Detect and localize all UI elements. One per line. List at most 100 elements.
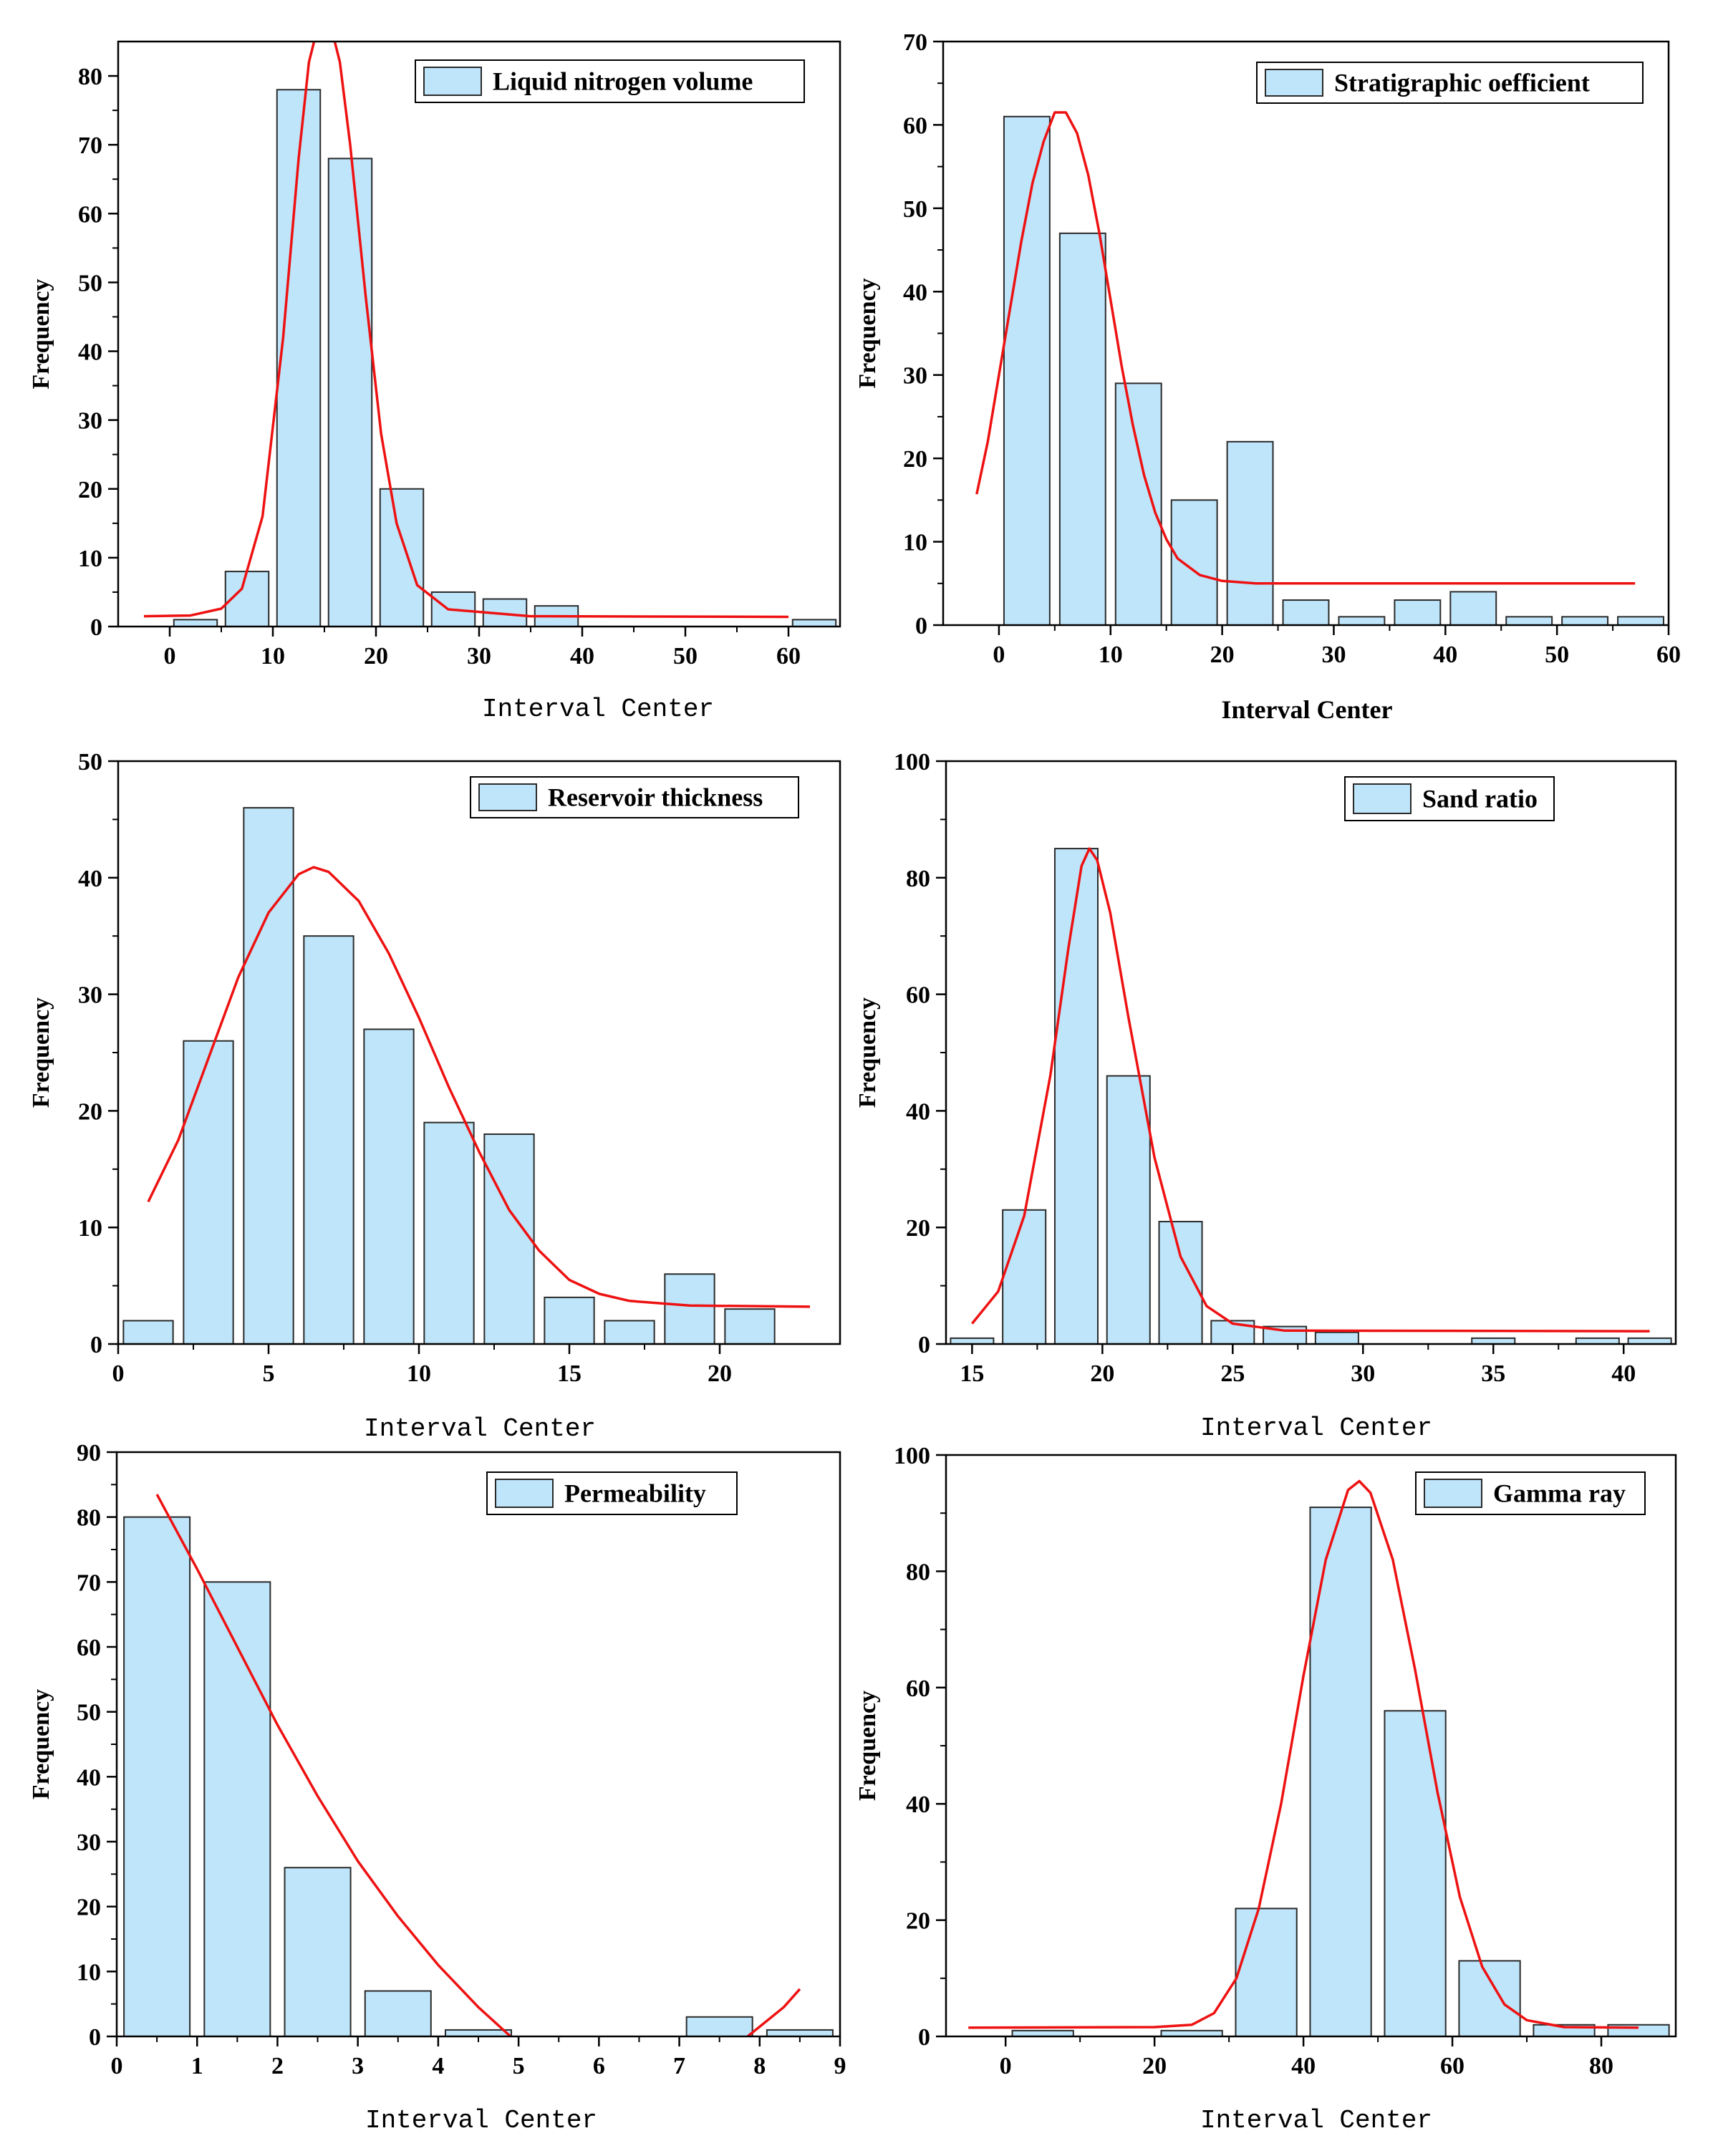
bar-4 bbox=[363, 1028, 415, 1344]
bar-3 bbox=[1170, 499, 1218, 625]
y-tick-label: 20 bbox=[78, 477, 102, 503]
bar-3 bbox=[303, 935, 354, 1344]
y-tick-label: 60 bbox=[77, 1635, 101, 1661]
bar-8 bbox=[1449, 591, 1497, 625]
y-axis-label: Frequency bbox=[854, 997, 881, 1108]
bar-3 bbox=[327, 158, 373, 627]
y-tick-label: 70 bbox=[78, 132, 102, 159]
axes-frame bbox=[942, 40, 1670, 627]
y-tick-label: 40 bbox=[906, 1792, 930, 1818]
y-tick-label: 80 bbox=[78, 64, 102, 90]
bar-4 bbox=[1226, 440, 1274, 625]
x-tick-label: 60 bbox=[1440, 2053, 1465, 2079]
x-axis-label: Interval Center bbox=[482, 695, 714, 724]
y-tick-label: 0 bbox=[90, 614, 102, 641]
x-axis-label: Interval Center bbox=[1222, 695, 1393, 724]
panel-liquid-nitrogen-volume: 0 10 20 30 40 50 60 70 80 0 10 20 30 40 50 60 Interval C… bbox=[28, 40, 841, 724]
bar-6 bbox=[483, 1133, 535, 1344]
y-axis-label: Frequency bbox=[854, 1691, 881, 1801]
y-tick-label: 0 bbox=[915, 613, 927, 639]
y-tick-label: 60 bbox=[906, 982, 930, 1009]
y-tick-label: 100 bbox=[894, 749, 930, 775]
legend-swatch bbox=[1424, 1479, 1482, 1508]
x-tick-label: 20 bbox=[1210, 642, 1235, 668]
x-tick-label: 60 bbox=[1656, 642, 1681, 668]
x-tick-label: 5 bbox=[513, 2053, 525, 2079]
y-tick-label: 90 bbox=[77, 1440, 101, 1466]
y-tick-label: 20 bbox=[903, 446, 927, 473]
bar-2 bbox=[1053, 848, 1099, 1344]
x-tick-label: 35 bbox=[1481, 1360, 1505, 1387]
x-tick-label: 10 bbox=[1099, 642, 1123, 668]
y-tick-label: 60 bbox=[903, 112, 927, 139]
x-tick-label: 25 bbox=[1220, 1360, 1245, 1387]
y-tick-label: 40 bbox=[78, 339, 102, 366]
x-tick-label: 15 bbox=[960, 1360, 984, 1387]
fit-curve-1 bbox=[746, 1988, 801, 2036]
bar-9 bbox=[664, 1273, 715, 1344]
axes-frame bbox=[117, 40, 841, 628]
fit-curve bbox=[975, 111, 1636, 585]
y-tick-label: 30 bbox=[903, 363, 927, 390]
legend-label: Reservoir thickness bbox=[548, 783, 763, 812]
x-tick-label: 30 bbox=[1351, 1360, 1375, 1387]
legend-swatch bbox=[423, 67, 482, 96]
bar-6 bbox=[1338, 616, 1386, 625]
fit-curve bbox=[971, 847, 1650, 1333]
panel-sand-ratio: 0 20 40 60 80 100 15 20 25 30 35 40 Interval Center F… bbox=[854, 749, 1677, 1443]
y-axis-label: Frequency bbox=[28, 1689, 54, 1799]
y-tick-label: 50 bbox=[77, 1700, 101, 1726]
bar-2 bbox=[276, 89, 322, 627]
x-tick-label: 80 bbox=[1589, 2053, 1613, 2079]
y-tick-label: 30 bbox=[77, 1829, 101, 1856]
bar-2 bbox=[284, 1867, 352, 2036]
x-tick-label: 50 bbox=[673, 643, 698, 669]
y-tick-label: 10 bbox=[78, 546, 102, 572]
bar-3 bbox=[364, 1990, 432, 2036]
fit-curve-0 bbox=[155, 1494, 512, 2036]
x-tick-label: 40 bbox=[1433, 642, 1457, 668]
legend-label: Stratigraphic oefficient bbox=[1334, 69, 1590, 97]
x-tick-label: 0 bbox=[164, 643, 176, 669]
bar-7 bbox=[544, 1296, 595, 1344]
y-tick-label: 50 bbox=[78, 749, 102, 775]
y-tick-label: 40 bbox=[78, 866, 102, 892]
bar-6 bbox=[766, 2029, 834, 2036]
y-tick-label: 0 bbox=[918, 2024, 930, 2051]
y-axis-label: Frequency bbox=[28, 279, 54, 389]
x-tick-label: 40 bbox=[570, 643, 594, 669]
bar-9 bbox=[1505, 616, 1553, 625]
x-tick-label: 6 bbox=[593, 2053, 605, 2079]
bar-8 bbox=[604, 1320, 655, 1344]
y-tick-label: 20 bbox=[906, 1908, 930, 1935]
y-tick-label: 60 bbox=[78, 201, 102, 228]
legend-label: Permeability bbox=[564, 1479, 706, 1508]
panel-stratigraphic-oefficient: 0 10 20 30 40 50 60 70 0 10 20 30 40 50 60 Interval Cen… bbox=[854, 29, 1681, 724]
x-tick-label: 20 bbox=[708, 1360, 732, 1387]
x-tick-label: 0 bbox=[112, 1360, 125, 1387]
bar-1 bbox=[1058, 232, 1106, 625]
y-tick-label: 30 bbox=[78, 982, 102, 1009]
bar-0 bbox=[1003, 115, 1051, 625]
x-tick-label: 9 bbox=[834, 2053, 846, 2079]
x-axis-label: Interval Center bbox=[365, 2106, 597, 2135]
y-tick-label: 100 bbox=[894, 1443, 930, 1469]
bar-0 bbox=[122, 1320, 174, 1344]
bar-7 bbox=[1394, 599, 1442, 625]
bar-4 bbox=[379, 488, 425, 627]
legend-swatch bbox=[1265, 69, 1323, 97]
bar-1 bbox=[1002, 1209, 1047, 1344]
y-tick-label: 70 bbox=[77, 1570, 101, 1596]
x-tick-label: 20 bbox=[1142, 2053, 1167, 2079]
y-tick-label: 80 bbox=[77, 1505, 101, 1532]
panel-permeability: 0 10 20 30 40 50 60 70 80 90 0 1 2 3 4 5 6 7 8 9 Interval Ce… bbox=[28, 1440, 846, 2135]
y-tick-label: 50 bbox=[78, 270, 102, 296]
x-tick-label: 60 bbox=[776, 643, 801, 669]
y-tick-label: 0 bbox=[918, 1332, 930, 1358]
bar-0 bbox=[123, 1516, 191, 2036]
x-tick-label: 10 bbox=[407, 1360, 431, 1387]
x-tick-label: 20 bbox=[364, 643, 388, 669]
x-tick-label: 15 bbox=[557, 1360, 582, 1387]
bar-3 bbox=[1309, 1507, 1372, 2036]
bar-2 bbox=[1114, 382, 1162, 625]
